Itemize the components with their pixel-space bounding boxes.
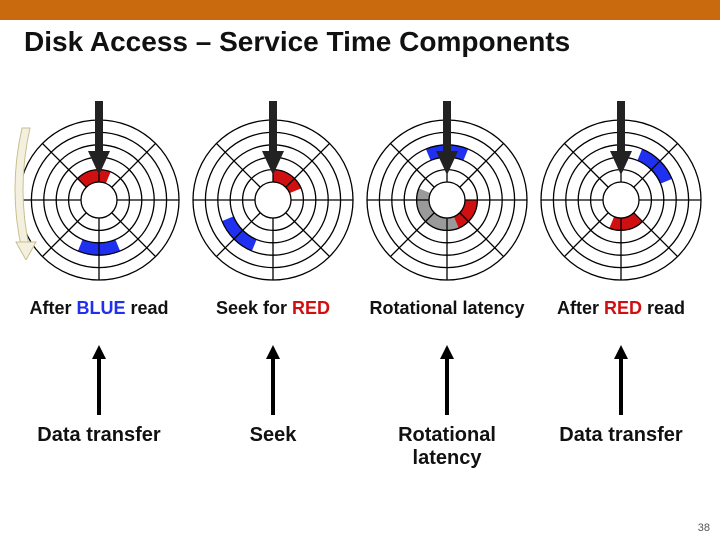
rotation-indicator-arrow xyxy=(4,120,38,265)
disk-caption-1: After BLUE read xyxy=(12,298,186,319)
disk-caption-2: Seek for RED xyxy=(186,298,360,319)
page-number: 38 xyxy=(698,522,710,534)
head-arrow-icon xyxy=(262,101,284,180)
bottom-row: Data transferSeekRotationallatencyData t… xyxy=(0,424,720,470)
up-arrow-2 xyxy=(186,340,360,420)
disk-1 xyxy=(12,117,186,283)
head-arrow-icon xyxy=(436,101,458,180)
disk-caption-3: Rotational latency xyxy=(360,298,534,319)
caption-row: After BLUE readSeek for REDRotational la… xyxy=(0,298,720,319)
up-arrow-4 xyxy=(534,340,708,420)
component-label-3: Rotationallatency xyxy=(360,424,534,470)
disk-2 xyxy=(186,117,360,283)
disk-caption-4: After RED read xyxy=(534,298,708,319)
disk-row xyxy=(0,100,720,300)
page-title: Disk Access – Service Time Components xyxy=(24,26,570,58)
top-bar xyxy=(0,0,720,20)
up-arrow-3 xyxy=(360,340,534,420)
disk-4 xyxy=(534,117,708,283)
component-label-2: Seek xyxy=(186,424,360,470)
component-label-4: Data transfer xyxy=(534,424,708,470)
head-arrow-icon xyxy=(88,101,110,180)
arrow-row xyxy=(0,340,720,420)
disk-3 xyxy=(360,117,534,283)
head-arrow-icon xyxy=(610,101,632,180)
component-label-1: Data transfer xyxy=(12,424,186,470)
up-arrow-1 xyxy=(12,340,186,420)
